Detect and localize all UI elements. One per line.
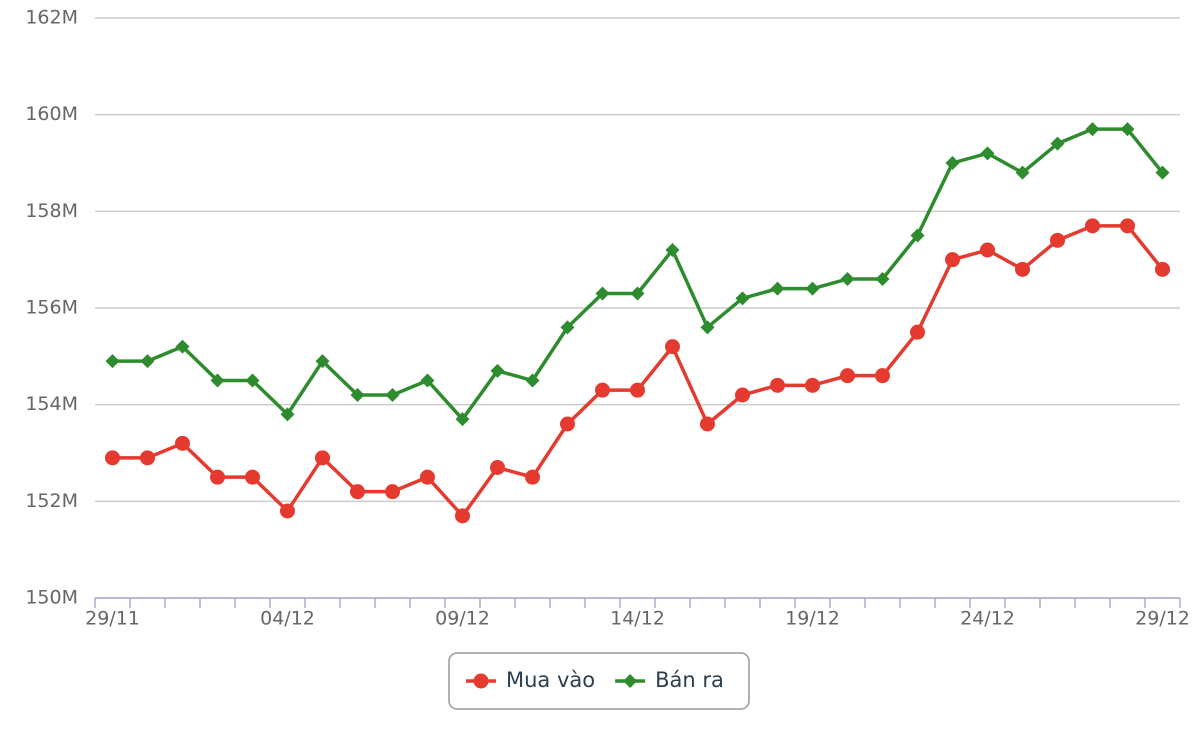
point [700,320,715,335]
point [105,354,120,369]
point [595,382,610,398]
point [840,368,855,384]
y-tick-label: 158M [25,200,78,222]
point [1085,122,1100,137]
point [840,272,855,286]
series-line [112,224,1164,518]
point [1015,165,1030,180]
legend-marker [623,674,638,688]
point [805,377,820,393]
point [595,286,610,301]
x-tick-label: 19/12 [785,608,840,630]
point [980,146,995,161]
point [1120,218,1135,234]
x-tick-label: 14/12 [610,608,665,630]
point [1085,218,1100,234]
point [210,469,225,485]
legend-label: Bán ra [655,668,724,692]
point [1155,261,1170,277]
point [665,243,680,257]
y-tick-label: 160M [25,103,78,125]
point [245,469,260,485]
point [490,363,505,378]
point [875,368,890,384]
point [875,272,890,286]
point [140,450,155,466]
point [455,508,470,524]
legend-marker [473,673,489,689]
point [945,156,960,170]
point [280,407,295,422]
point [630,286,645,301]
point [385,388,400,402]
x-tick-label: 09/12 [435,608,490,630]
legend-box [448,652,750,710]
point [350,388,365,402]
point [630,382,645,398]
point [210,373,225,388]
point [420,373,435,388]
point [665,339,680,355]
x-tick-label: 29/11 [85,608,140,630]
point [315,450,330,466]
series-line [112,127,1164,421]
point [735,291,750,306]
point [560,320,575,335]
y-tick-label: 156M [25,297,78,319]
point [560,416,575,432]
point [525,373,540,388]
point [980,242,995,258]
point [1050,232,1065,248]
legend-label: Mua vào [506,668,595,692]
point [175,339,190,354]
point [140,354,155,369]
point [910,228,925,243]
x-tick-label: 29/12 [1135,608,1190,630]
point [910,324,925,340]
point [735,387,750,403]
y-tick-label: 162M [25,7,78,29]
point [1120,122,1135,137]
point [175,435,190,451]
point [315,354,330,369]
point [525,469,540,485]
point [385,484,400,500]
point [1155,165,1170,180]
point [1050,136,1065,151]
point [105,450,120,466]
point [770,377,785,393]
point [490,460,505,475]
point [700,416,715,432]
y-tick-label: 152M [25,490,78,512]
point [420,469,435,485]
y-tick-label: 150M [25,587,78,609]
point [245,373,260,388]
point [1015,261,1030,277]
point [770,281,785,296]
point [945,252,960,268]
point [280,503,295,519]
point [805,281,820,296]
point [455,412,470,427]
y-tick-label: 154M [25,393,78,415]
x-tick-label: 04/12 [260,608,315,630]
x-tick-label: 24/12 [960,608,1015,630]
point [350,484,365,500]
